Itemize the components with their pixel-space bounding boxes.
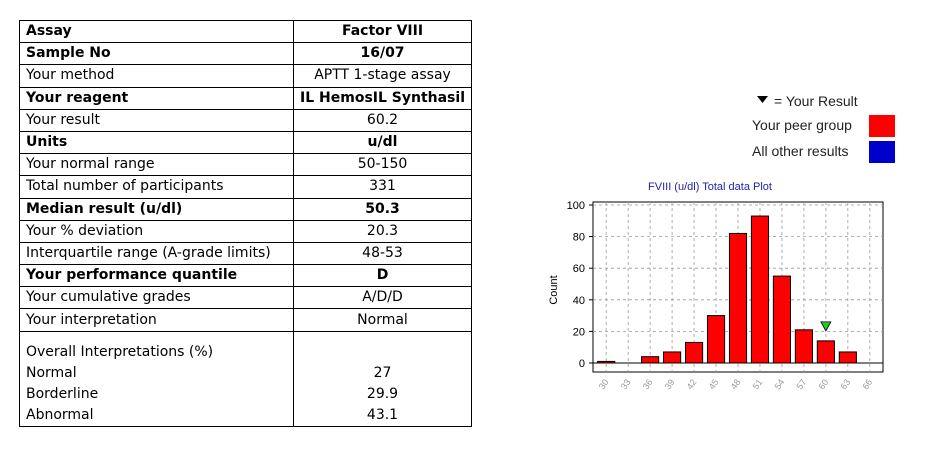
table-row: Assay Factor VIII: [18, 19, 472, 44]
your-result-marker-icon: [757, 96, 768, 103]
table-row: Your result 60.2: [18, 108, 472, 132]
overall-value: 29.9: [293, 384, 472, 406]
x-tick-label: 66: [860, 377, 874, 391]
histogram-bar: [728, 232, 748, 364]
x-tick-label: 30: [597, 377, 611, 391]
overall-label: Abnormal: [18, 405, 295, 428]
chart-title: FVIII (u/dl) Total data Plot: [648, 181, 772, 193]
histogram-chart: FVIII (u/dl) Total data Plot Count 0 20 40…: [548, 181, 884, 391]
results-table: Assay Factor VIII Sample No 16/07 Your metho…: [18, 19, 472, 428]
row-label: Median result (u/dl): [18, 197, 295, 221]
x-tick-label: 51: [751, 377, 765, 391]
y-tick-label: 0: [579, 358, 585, 370]
row-label: Your % deviation: [18, 219, 295, 243]
y-tick-label: 60: [573, 263, 585, 275]
overall-label: Borderline: [18, 384, 295, 406]
row-label: Total number of participants: [18, 175, 295, 199]
histogram-bar: [794, 329, 813, 364]
row-value: 60.2: [293, 108, 472, 132]
overall-value: 43.1: [293, 405, 472, 428]
histogram-bar: [750, 215, 770, 364]
x-tick-label: 42: [685, 377, 699, 391]
row-label: Your interpretation: [18, 308, 295, 332]
x-tick-label: 39: [663, 377, 677, 391]
row-label: Assay: [18, 19, 295, 44]
table-row: Your cumulative grades A/D/D: [18, 286, 472, 310]
overall-row: Normal 27: [18, 362, 472, 384]
y-tick-label: 20: [573, 326, 585, 338]
row-value: Factor VIII: [293, 19, 472, 44]
row-label: Your result: [18, 108, 295, 132]
table-row: Your interpretation Normal: [18, 308, 472, 332]
overall-label: Normal: [18, 362, 295, 384]
table-row: Your % deviation 20.3: [18, 219, 472, 243]
table-row: Your method APTT 1-stage assay: [18, 64, 472, 88]
histogram-bar: [838, 351, 857, 364]
y-tick-label: 80: [573, 232, 585, 244]
other-results-swatch: [869, 141, 895, 163]
row-label: Your normal range: [18, 153, 295, 177]
x-tick-label: 33: [619, 377, 633, 391]
legend-peer-group: Your peer group: [752, 117, 852, 133]
row-label: Interquartile range (A-grade limits): [18, 241, 295, 266]
peer-group-swatch: [869, 115, 895, 137]
table-row: Your reagent IL HemosIL Synthasil: [18, 86, 472, 110]
histogram-bar: [684, 341, 704, 364]
histogram-bar: [663, 351, 682, 364]
y-tick-label: 100: [567, 200, 585, 212]
row-value: APTT 1-stage assay: [293, 64, 472, 88]
chart-y-axis-label: Count: [548, 275, 560, 304]
x-tick-label: 63: [838, 377, 852, 391]
overall-heading: Overall Interpretations (%): [18, 330, 295, 363]
row-value: Normal: [293, 308, 472, 332]
x-tick-label: 57: [794, 377, 808, 391]
y-tick-label: 40: [573, 295, 585, 307]
table-row: Units u/dl: [18, 130, 472, 155]
row-value: u/dl: [293, 130, 472, 155]
row-label: Your cumulative grades: [18, 286, 295, 310]
table-row: Your performance quantile D: [18, 264, 472, 288]
table-row: Total number of participants 331: [18, 175, 472, 199]
x-tick-label: 45: [707, 377, 721, 391]
row-value: 50-150: [293, 153, 472, 177]
row-value: 16/07: [293, 42, 472, 66]
histogram-bar: [816, 340, 835, 364]
row-label: Your reagent: [18, 86, 295, 110]
x-tick-label: 54: [773, 377, 787, 391]
row-value: 50.3: [293, 197, 472, 221]
table-row: Median result (u/dl) 50.3: [18, 197, 472, 221]
x-tick-label: 36: [641, 377, 655, 391]
your-result-marker: [820, 321, 832, 332]
row-label: Your method: [18, 64, 295, 88]
histogram-bar: [772, 275, 792, 364]
histogram-bar: [706, 315, 726, 364]
legend-your-result: = Your Result: [774, 93, 858, 109]
x-tick-label: 48: [729, 377, 743, 391]
row-value: 48-53: [293, 241, 472, 266]
chart-plot-area: 0 20 40 60 80 100 30 33 36 39 42 45 48 51 54 57 60 63 66: [567, 200, 884, 391]
histogram-bar: [641, 356, 660, 364]
overall-heading-row: Overall Interpretations (%): [18, 330, 472, 363]
legend-other-results: All other results: [752, 143, 849, 159]
table-row: Sample No 16/07: [18, 42, 472, 66]
x-tick-label: 60: [816, 377, 830, 391]
row-value: D: [293, 264, 472, 288]
table-row: Your normal range 50-150: [18, 153, 472, 177]
overall-row: Borderline 29.9: [18, 384, 472, 406]
overall-row: Abnormal 43.1: [18, 405, 472, 428]
row-label: Sample No: [18, 42, 295, 66]
row-label: Units: [18, 130, 295, 155]
row-value: 20.3: [293, 219, 472, 243]
row-value: 331: [293, 175, 472, 199]
row-value: IL HemosIL Synthasil: [293, 86, 472, 110]
overall-heading-value: [293, 330, 472, 363]
row-value: A/D/D: [293, 286, 472, 310]
overall-value: 27: [293, 362, 472, 384]
row-label: Your performance quantile: [18, 264, 295, 288]
table-row: Interquartile range (A-grade limits) 48-5…: [18, 241, 472, 266]
